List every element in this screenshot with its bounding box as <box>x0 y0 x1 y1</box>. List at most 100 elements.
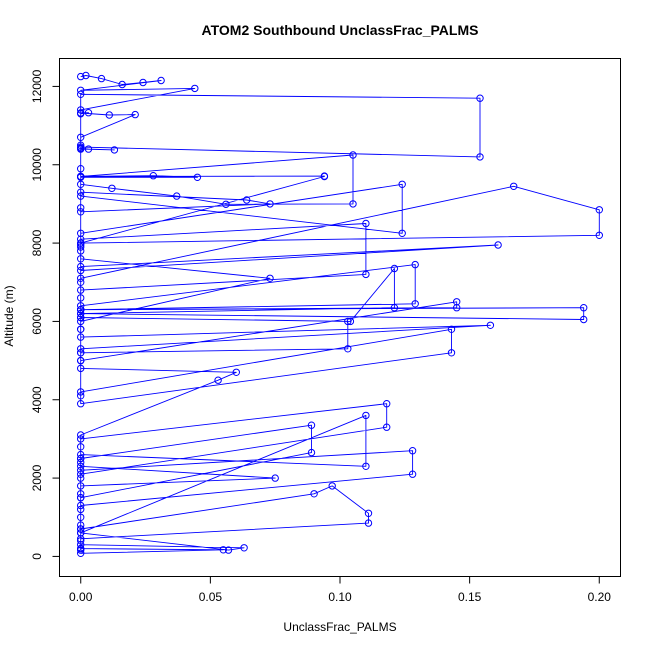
series-points <box>77 71 603 557</box>
chart-title: ATOM2 Southbound UnclassFrac_PALMS <box>202 22 479 38</box>
data-point <box>77 274 85 282</box>
data-point <box>77 549 85 557</box>
data-point <box>77 106 85 114</box>
data-point <box>362 462 370 470</box>
data-point <box>77 243 85 251</box>
data-point <box>77 286 85 294</box>
data-point <box>398 229 406 238</box>
y-tick-label: 0 <box>30 553 44 560</box>
data-point <box>82 71 90 80</box>
data-point <box>77 192 85 200</box>
data-point <box>364 509 373 517</box>
y-tick-label: 2000 <box>30 464 44 491</box>
data-point <box>77 431 85 439</box>
data-point <box>77 513 85 521</box>
data-point <box>157 76 165 85</box>
y-tick-label: 6000 <box>30 308 44 335</box>
data-point <box>77 388 85 396</box>
data-point <box>173 192 181 200</box>
data-point <box>84 109 93 117</box>
y-tick-label: 8000 <box>30 229 44 256</box>
data-point <box>349 151 357 159</box>
data-point <box>77 474 85 482</box>
data-point <box>77 141 85 149</box>
data-point <box>149 172 158 180</box>
x-tick-label: 0.20 <box>588 590 612 604</box>
plot-area <box>77 71 603 557</box>
data-point <box>77 229 85 238</box>
data-point <box>77 501 85 510</box>
data-point <box>77 435 85 443</box>
data-point <box>77 349 85 357</box>
data-point <box>191 84 199 93</box>
y-tick-label: 10000 <box>30 148 44 182</box>
data-point <box>77 392 85 400</box>
data-point <box>362 219 370 228</box>
data-point <box>77 180 85 189</box>
data-point <box>77 544 85 553</box>
data-point <box>77 306 85 314</box>
data-point <box>580 315 588 324</box>
data-point <box>77 541 85 549</box>
data-point <box>77 325 85 333</box>
data-point <box>77 145 85 153</box>
data-point <box>310 490 318 498</box>
data-point <box>77 235 85 243</box>
data-point <box>108 184 116 193</box>
data-point <box>77 204 85 212</box>
series-lines <box>80 75 600 554</box>
data-point <box>97 74 106 83</box>
data-point <box>240 544 248 552</box>
data-point <box>349 200 357 208</box>
data-point <box>77 90 85 99</box>
data-point <box>77 262 85 271</box>
data-point <box>271 474 279 482</box>
data-point <box>77 266 85 275</box>
data-point <box>362 270 370 279</box>
data-point <box>390 304 399 312</box>
data-point <box>84 145 93 153</box>
data-point <box>77 188 85 196</box>
data-point <box>362 411 370 420</box>
data-point <box>77 239 85 247</box>
data-point <box>224 546 233 554</box>
y-axis-label: Altitude (m) <box>2 285 16 346</box>
series-line <box>80 75 600 554</box>
data-point <box>346 317 355 326</box>
data-point <box>595 206 603 214</box>
data-point <box>77 400 85 408</box>
x-tick-label: 0.15 <box>458 590 482 604</box>
data-point <box>243 196 251 204</box>
data-point <box>383 400 391 408</box>
data-point <box>77 317 85 326</box>
data-point <box>77 458 85 467</box>
data-point <box>510 182 518 191</box>
data-point <box>411 260 419 269</box>
plot-frame <box>59 58 621 577</box>
data-point <box>232 368 241 376</box>
data-point <box>77 454 85 463</box>
data-point <box>77 470 85 478</box>
data-point <box>266 200 274 208</box>
data-point <box>77 490 85 498</box>
data-point <box>77 133 85 142</box>
data-point <box>105 111 114 119</box>
data-point <box>77 466 85 474</box>
y-tick-label: 12000 <box>30 69 44 103</box>
y-tick-label: 4000 <box>30 386 44 413</box>
data-point <box>77 521 85 529</box>
data-point <box>494 241 502 249</box>
data-point <box>328 482 336 490</box>
data-point <box>77 86 85 95</box>
data-point <box>77 109 85 117</box>
data-point <box>77 529 85 537</box>
data-point <box>364 519 373 527</box>
x-axis-label: UnclassFrac_PALMS <box>283 620 396 634</box>
data-point <box>447 349 456 357</box>
data-point <box>77 443 85 451</box>
data-point <box>110 146 119 154</box>
data-point <box>77 278 85 286</box>
y-axis: 0 2000 4000 6000 8000 10000 12000 <box>30 69 60 560</box>
data-point <box>222 200 230 209</box>
